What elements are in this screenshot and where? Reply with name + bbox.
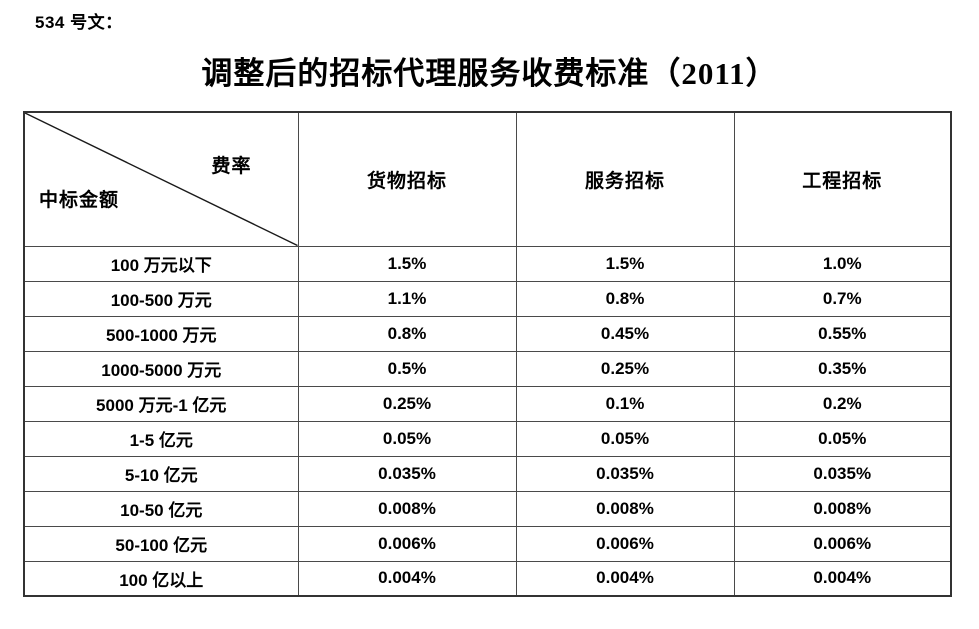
rate-engineering: 0.05% bbox=[733, 420, 952, 457]
fee-rate-table: 费率 中标金额 货物招标 服务招标 工程招标 100 万元以下 1.5% 1.5… bbox=[23, 111, 952, 597]
diagonal-divider-line bbox=[25, 113, 298, 246]
rate-engineering: 0.35% bbox=[733, 350, 952, 387]
table-row: 100 万元以下 1.5% 1.5% 1.0% bbox=[23, 245, 952, 282]
table-row: 50-100 亿元 0.006% 0.006% 0.006% bbox=[23, 525, 952, 562]
table-row: 10-50 亿元 0.008% 0.008% 0.008% bbox=[23, 490, 952, 527]
table-row: 1-5 亿元 0.05% 0.05% 0.05% bbox=[23, 420, 952, 457]
rate-services: 1.5% bbox=[515, 245, 735, 282]
rate-goods: 1.5% bbox=[297, 245, 517, 282]
rate-engineering: 0.006% bbox=[733, 525, 952, 562]
rate-goods: 0.035% bbox=[297, 455, 517, 492]
table-row: 100-500 万元 1.1% 0.8% 0.7% bbox=[23, 280, 952, 317]
header-row: 费率 中标金额 货物招标 服务招标 工程招标 bbox=[23, 111, 952, 247]
amount-range: 1000-5000 万元 bbox=[23, 350, 299, 387]
rate-goods: 0.5% bbox=[297, 350, 517, 387]
amount-range: 5000 万元-1 亿元 bbox=[23, 385, 299, 422]
rate-engineering: 0.004% bbox=[733, 560, 952, 597]
rate-services: 0.1% bbox=[515, 385, 735, 422]
rate-goods: 1.1% bbox=[297, 280, 517, 317]
corner-label-amount: 中标金额 bbox=[39, 189, 120, 211]
rate-services: 0.8% bbox=[515, 280, 735, 317]
rate-services: 0.006% bbox=[515, 525, 735, 562]
rate-engineering: 0.008% bbox=[733, 490, 952, 527]
amount-range: 100-500 万元 bbox=[23, 280, 299, 317]
rate-goods: 0.008% bbox=[297, 490, 517, 527]
amount-range: 100 万元以下 bbox=[23, 245, 299, 282]
table-row: 500-1000 万元 0.8% 0.45% 0.55% bbox=[23, 315, 952, 352]
amount-range: 10-50 亿元 bbox=[23, 490, 299, 527]
corner-label-rate: 费率 bbox=[211, 156, 252, 177]
rate-engineering: 0.55% bbox=[733, 315, 952, 352]
table-row: 100 亿以上 0.004% 0.004% 0.004% bbox=[23, 560, 952, 597]
amount-range: 5-10 亿元 bbox=[23, 455, 299, 492]
rate-engineering: 1.0% bbox=[733, 245, 952, 282]
rate-goods: 0.25% bbox=[297, 385, 517, 422]
rate-engineering: 0.2% bbox=[733, 385, 952, 422]
rate-goods: 0.05% bbox=[297, 420, 517, 457]
table-row: 5000 万元-1 亿元 0.25% 0.1% 0.2% bbox=[23, 385, 952, 422]
rate-goods: 0.8% bbox=[297, 315, 517, 352]
rate-services: 0.45% bbox=[515, 315, 735, 352]
amount-range: 100 亿以上 bbox=[23, 560, 299, 597]
column-header-services: 服务招标 bbox=[515, 111, 735, 247]
rate-goods: 0.004% bbox=[297, 560, 517, 597]
amount-range: 500-1000 万元 bbox=[23, 315, 299, 352]
column-header-goods: 货物招标 bbox=[297, 111, 517, 247]
rate-engineering: 0.035% bbox=[733, 455, 952, 492]
corner-header-cell: 费率 中标金额 bbox=[23, 111, 299, 247]
rate-services: 0.05% bbox=[515, 420, 735, 457]
rate-goods: 0.006% bbox=[297, 525, 517, 562]
amount-range: 50-100 亿元 bbox=[23, 525, 299, 562]
column-header-engineering: 工程招标 bbox=[733, 111, 952, 247]
amount-range: 1-5 亿元 bbox=[23, 420, 299, 457]
rate-services: 0.25% bbox=[515, 350, 735, 387]
table-row: 5-10 亿元 0.035% 0.035% 0.035% bbox=[23, 455, 952, 492]
table-row: 1000-5000 万元 0.5% 0.25% 0.35% bbox=[23, 350, 952, 387]
page-title: 调整后的招标代理服务收费标准（2011） bbox=[201, 56, 778, 91]
rate-services: 0.035% bbox=[515, 455, 735, 492]
doc-number-label: 534 号文： bbox=[35, 13, 123, 32]
rate-services: 0.008% bbox=[515, 490, 735, 527]
rate-services: 0.004% bbox=[515, 560, 735, 597]
rate-engineering: 0.7% bbox=[733, 280, 952, 317]
